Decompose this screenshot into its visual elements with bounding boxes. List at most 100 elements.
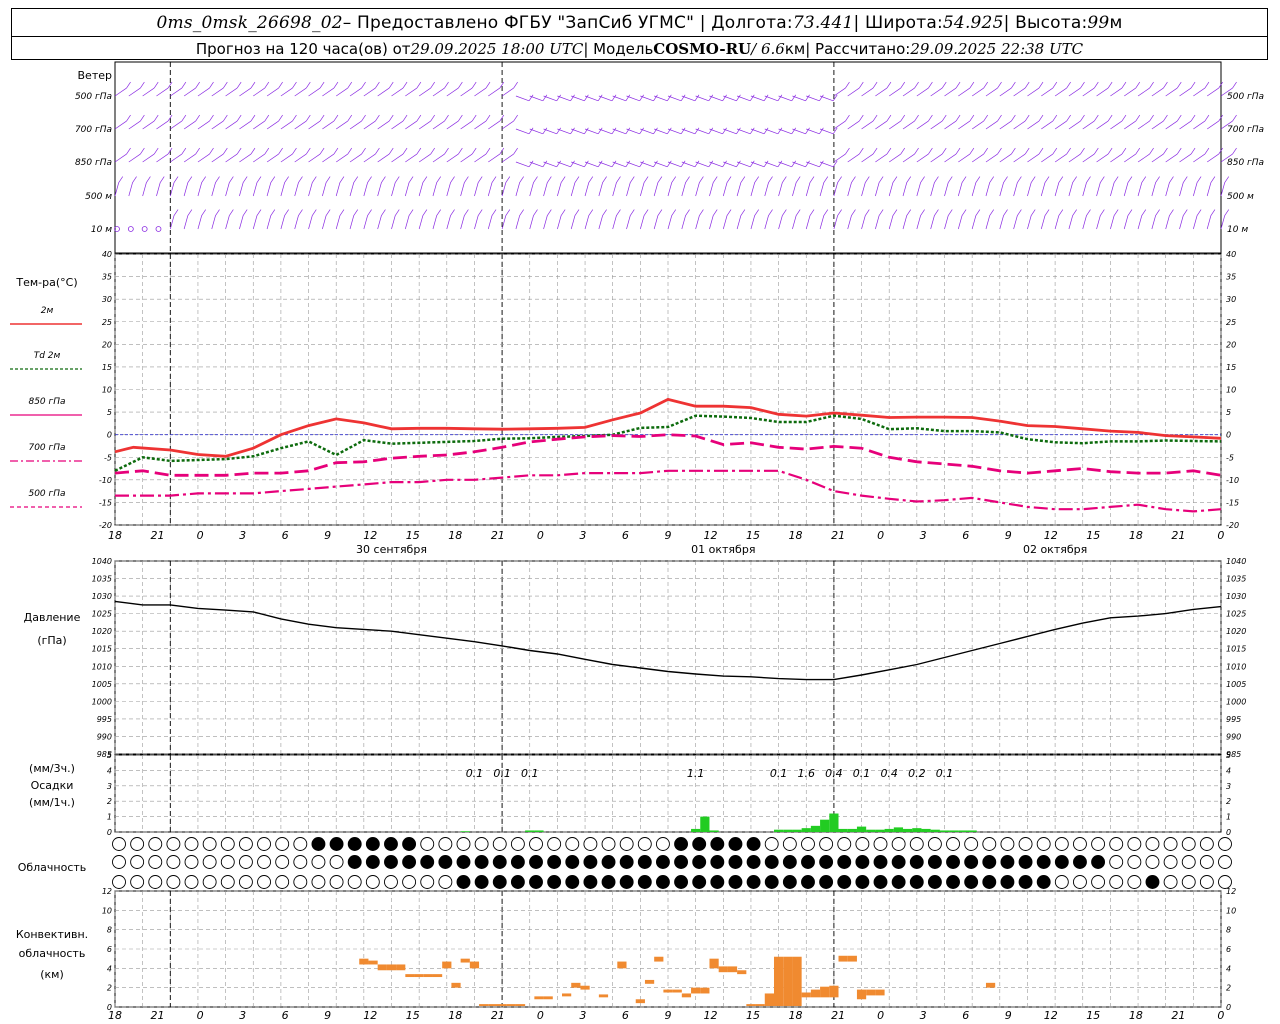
cloud-cover-symbol — [184, 875, 199, 889]
wind-barb-flag — [892, 209, 898, 216]
convective-ytick-left: 10 — [102, 906, 112, 915]
convective-bar — [672, 989, 682, 993]
cloud-cover-symbol — [130, 837, 145, 851]
wind-barb — [432, 182, 438, 197]
precip-3h-label: 0.1 — [853, 767, 871, 780]
convective-bar — [460, 958, 470, 963]
wind-barb-flag — [513, 147, 518, 155]
cloud-cover-symbol — [1218, 855, 1232, 869]
wind-barb — [128, 153, 141, 163]
series-td2m-line — [114, 414, 1222, 472]
wind-barb-flag — [906, 209, 912, 216]
wind-barb-flag — [588, 209, 594, 216]
pressure-ylabel-unit: (гПа) — [37, 634, 66, 647]
wind-barb — [1193, 182, 1198, 197]
wind-barb-flag — [298, 209, 303, 216]
cloud-cover-symbol — [565, 855, 580, 869]
wind-barb — [667, 182, 673, 197]
cloud-cover-symbol — [692, 855, 707, 869]
convective-ylabel-2: облачность — [19, 947, 86, 960]
wind-barb-flag — [749, 127, 755, 134]
wind-barb-flag — [1080, 114, 1085, 122]
wind-barb-flag — [1169, 209, 1174, 216]
wind-barb-flag — [1141, 176, 1147, 183]
convective-bar — [654, 956, 664, 962]
temp-xtick: 0 — [537, 529, 544, 542]
precip-bar — [921, 828, 931, 832]
wind-barb-flag — [1086, 209, 1091, 216]
wind-barb-flag — [118, 176, 124, 183]
wind-barb — [529, 182, 534, 197]
cloud-cover-symbol — [275, 837, 290, 851]
cloud-cover-symbol — [927, 837, 942, 851]
wind-barb — [889, 120, 901, 130]
temp-xtick: 3 — [239, 529, 246, 542]
wind-barb-flag — [712, 209, 718, 216]
wind-barb — [778, 161, 792, 168]
cloud-cover-symbol — [1073, 837, 1087, 851]
wind-barb-flag — [430, 114, 435, 122]
precip-bar — [820, 819, 830, 832]
wind-barb — [1054, 87, 1067, 97]
cloud-cover-symbol — [438, 855, 453, 869]
wind-barb-flag — [947, 209, 953, 216]
wind-barb-flag — [975, 209, 981, 216]
cloud-cover-symbol — [764, 855, 779, 869]
wind-barb — [349, 87, 362, 97]
wind-barb-flag — [1038, 114, 1044, 122]
wind-barb — [1068, 215, 1074, 230]
cloud-cover-symbol — [293, 837, 308, 851]
cloud-cover-symbol — [1145, 875, 1160, 889]
cloud-cover-symbol — [329, 855, 344, 869]
wind-barb — [294, 215, 299, 230]
convective-ylabel-1: Конвективн. — [16, 928, 88, 941]
wind-barb — [875, 87, 888, 97]
wind-barb — [1096, 182, 1101, 197]
wind-barb-flag — [1210, 209, 1216, 216]
wind-barb — [432, 87, 445, 97]
wind-barb-flag — [795, 209, 801, 216]
wind-barb-flag — [153, 81, 159, 89]
wind-barb-flag — [1163, 81, 1168, 89]
wind-barb-flag — [513, 114, 518, 122]
wind-barb — [308, 153, 321, 163]
wind-barb-flag — [872, 147, 878, 155]
cloud-cover-symbol — [420, 875, 435, 889]
wind-barb — [722, 215, 728, 230]
convective-bar — [829, 985, 839, 998]
temp-ytick-right: 20 — [1226, 340, 1236, 349]
cloud-cover-symbol — [1091, 855, 1106, 869]
cloud-cover-symbol — [891, 875, 906, 889]
wind-barb — [792, 182, 797, 197]
wind-barb-flag — [1044, 176, 1050, 183]
cloud-cover-symbol — [873, 837, 888, 851]
pressure-ytick-left: 985 — [97, 750, 112, 759]
cloud-cover-symbol — [837, 875, 852, 889]
wind-barb — [695, 182, 700, 197]
wind-barb-flag — [722, 127, 727, 134]
model-label: | Модель — [583, 39, 654, 58]
cloud-cover-symbol — [873, 875, 888, 889]
cloud-cover-symbol — [728, 837, 743, 851]
cloud-cover-symbol — [746, 875, 761, 889]
convective-bar — [681, 993, 692, 998]
wind-barb-flag — [1121, 114, 1127, 122]
wind-barb — [571, 128, 585, 135]
wind-barb — [971, 87, 984, 97]
wind-barb — [654, 128, 668, 135]
precip-ytick-left: 3 — [107, 782, 112, 791]
wind-barb-flag — [1218, 147, 1224, 155]
wind-barb-flag — [1107, 147, 1113, 155]
wind-barb-flag — [195, 147, 200, 155]
wind-barb-flag — [264, 81, 270, 89]
precip-bar — [847, 828, 857, 832]
cloud-cover-symbol — [982, 855, 997, 869]
wind-barb — [598, 128, 613, 135]
pressure-ytick-left: 1005 — [92, 680, 112, 689]
cloud-cover-symbol — [402, 855, 417, 869]
wind-barb-flag — [422, 209, 428, 216]
wind-barb — [239, 182, 244, 197]
wind-barb-flag — [1182, 176, 1188, 183]
wind-barb — [999, 215, 1004, 230]
wind-barb — [266, 215, 272, 230]
